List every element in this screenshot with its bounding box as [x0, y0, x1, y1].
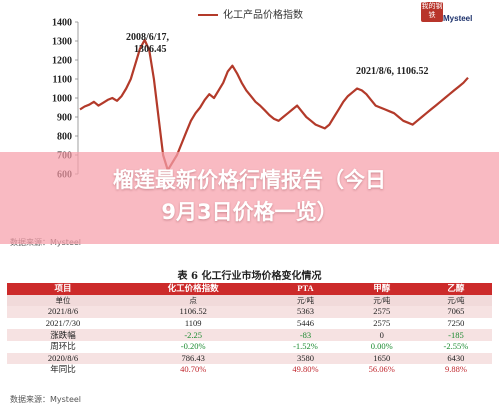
y-tick-label: 900: [57, 113, 72, 124]
table-cell: 9.88%: [419, 364, 492, 376]
table-cell: -0.20%: [119, 340, 268, 353]
unit-cell: 点: [119, 294, 268, 307]
peak-annotation-date: 2008/6/17,: [126, 32, 170, 43]
header-cell: 化工价格指数: [119, 283, 268, 295]
table-cell: 7065: [419, 306, 492, 318]
banner-title-line1: 榴莲最新价格行情报告（今日: [113, 168, 386, 192]
table-cell: 40.70%: [119, 364, 268, 376]
latest-annotation: 2021/8/6, 1106.52: [356, 66, 429, 77]
table-cell: 0.00%: [343, 340, 420, 353]
table-cell: 6430: [419, 352, 492, 365]
table-cell: -185: [419, 329, 492, 341]
table-cell: 7250: [419, 317, 492, 330]
price-index-chart: 14001300120011001000900800700600 化工产品价格指…: [52, 2, 473, 181]
table-cell: 2020/8/6: [7, 352, 119, 365]
header-cell: 甲醇: [343, 283, 420, 295]
table-cell: 56.06%: [343, 364, 420, 376]
table-cell: 1106.52: [119, 306, 268, 318]
header-cell: PTA: [267, 283, 344, 295]
unit-cell: 元/吨: [343, 294, 420, 307]
title-banner: [0, 152, 499, 244]
table-cell: 3580: [267, 352, 344, 365]
table-row: 2021/7/30 1109 5446 2575 7250: [7, 317, 492, 330]
table-cell: 2021/7/30: [7, 317, 119, 330]
table-cell: 年同比: [7, 364, 119, 376]
header-cell: 乙醇: [419, 283, 492, 295]
y-tick-label: 1300: [52, 37, 72, 48]
series-line-0: [79, 38, 469, 172]
table-cell: -2.25: [119, 329, 268, 341]
table-row: 2020/8/6 786.43 3580 1650 6430: [7, 352, 492, 365]
table-cell: -2.55%: [419, 340, 492, 353]
table-row: 周环比 -0.20% -1.52% 0.00% -2.55%: [7, 340, 492, 353]
table-cell: 周环比: [7, 340, 119, 353]
table-row: 2021/8/6 1106.52 5363 2575 7065: [7, 306, 492, 318]
unit-cell: 元/吨: [267, 294, 344, 307]
header-cell: 项目: [7, 283, 119, 295]
unit-cell: 单位: [7, 294, 119, 307]
table-header-row: 项目 化工价格指数 PTA 甲醇 乙醇: [7, 283, 492, 295]
y-tick-label: 800: [57, 132, 72, 143]
price-change-table: 项目 化工价格指数 PTA 甲醇 乙醇 单位 点 元/吨 元/吨 元/吨 202…: [7, 283, 492, 376]
table-row: 涨跌幅 -2.25 -83 0 -185: [7, 329, 492, 341]
peak-annotation: 2008/6/17, 1306.45: [126, 32, 169, 56]
mysteel-logo: 我的钢铁 Mysteel: [417, 2, 473, 28]
table-cell: 5446: [267, 317, 344, 330]
table-cell: 涨跌幅: [7, 329, 119, 341]
chart-legend: 化工产品价格指数: [198, 6, 303, 21]
table-cell: -83: [267, 329, 344, 341]
table-title: 表 6 化工行业市场价格变化情况: [177, 271, 322, 282]
logo-name: Mysteel: [443, 14, 473, 23]
banner-title-line2: 9月3日价格一览）: [161, 200, 338, 224]
table-cell: 2575: [343, 306, 420, 318]
legend-label: 化工产品价格指数: [223, 10, 303, 21]
legend-swatch: [198, 14, 218, 16]
table-row: 年同比 40.70% 49.80% 56.06% 9.88%: [7, 364, 492, 376]
table-cell: 1109: [119, 317, 268, 330]
y-tick-label: 1400: [52, 18, 72, 29]
table-unit-row: 单位 点 元/吨 元/吨 元/吨: [7, 294, 492, 307]
unit-cell: 元/吨: [419, 294, 492, 307]
y-tick-label: 1000: [52, 94, 72, 105]
table-cell: 2575: [343, 317, 420, 330]
y-tick-label: 1200: [52, 56, 72, 67]
logo-badge: 我的钢铁: [421, 2, 443, 22]
table-source: 数据来源：Mysteel: [10, 395, 82, 404]
table-cell: 1650: [343, 352, 420, 365]
peak-annotation-value: 1306.45: [134, 44, 167, 55]
y-tick-label: 1100: [53, 75, 72, 86]
table-cell: 49.80%: [267, 364, 344, 376]
banner-title: 榴莲最新价格行情报告（今日 9月3日价格一览）: [10, 164, 489, 228]
table-cell: 0: [343, 329, 420, 341]
table-cell: 5363: [267, 306, 344, 318]
table-cell: -1.52%: [267, 340, 344, 353]
table-cell: 786.43: [119, 352, 268, 365]
table-cell: 2021/8/6: [7, 306, 119, 318]
